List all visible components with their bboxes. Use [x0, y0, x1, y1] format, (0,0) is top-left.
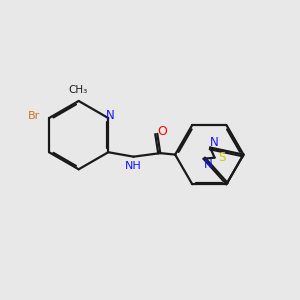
Text: Br: Br: [28, 111, 40, 121]
Text: S: S: [218, 151, 226, 164]
Text: N: N: [106, 109, 115, 122]
Text: NH: NH: [125, 161, 142, 171]
Text: O: O: [158, 125, 168, 138]
Text: CH₃: CH₃: [68, 85, 88, 95]
Text: N: N: [210, 136, 219, 149]
Text: N: N: [204, 158, 212, 171]
